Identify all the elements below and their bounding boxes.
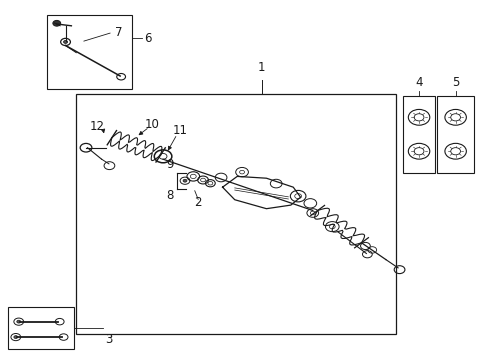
Circle shape	[14, 336, 18, 338]
Circle shape	[17, 320, 20, 323]
Circle shape	[183, 179, 186, 182]
Bar	[8, 307, 74, 348]
Text: 9: 9	[166, 158, 173, 171]
Text: 11: 11	[172, 124, 187, 137]
Text: 3: 3	[105, 333, 113, 346]
Circle shape	[63, 41, 67, 43]
Text: 5: 5	[451, 76, 458, 89]
Text: 6: 6	[144, 32, 152, 45]
Text: 7: 7	[115, 26, 122, 39]
Bar	[436, 96, 473, 173]
Text: 4: 4	[414, 76, 422, 89]
Text: 10: 10	[144, 118, 159, 131]
Bar	[47, 15, 132, 89]
Circle shape	[53, 21, 61, 26]
Text: 8: 8	[166, 189, 173, 202]
Bar	[402, 96, 434, 173]
Text: 1: 1	[257, 61, 265, 74]
Text: 12: 12	[90, 120, 104, 133]
Bar	[76, 94, 395, 334]
Text: 2: 2	[194, 196, 202, 209]
